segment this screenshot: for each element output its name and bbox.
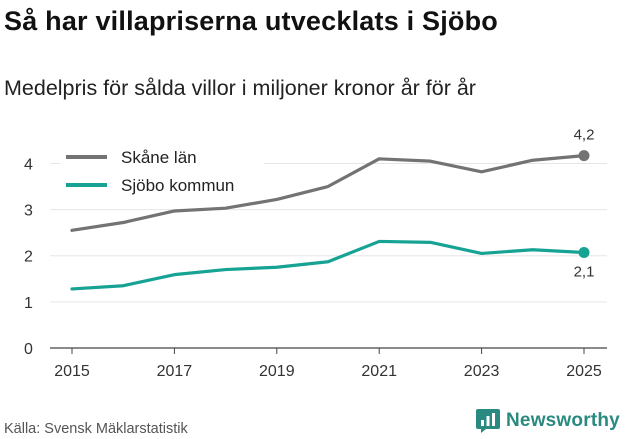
chart-title: Så har villapriserna utvecklats i Sjöbo [4, 6, 498, 36]
x-tick-label: 2025 [566, 363, 602, 380]
y-tick-label: 2 [24, 249, 33, 266]
y-tick-label: 1 [24, 295, 33, 312]
series-line-sjobo-kommun [70, 239, 586, 291]
y-tick-label: 4 [24, 156, 33, 173]
x-tick-label: 2023 [464, 363, 500, 380]
y-tick-label: 3 [24, 203, 33, 220]
legend-label: Skåne län [121, 148, 197, 167]
end-point-marker [578, 246, 590, 258]
legend-label: Sjöbo kommun [121, 176, 234, 195]
chart-subtitle: Medelpris för sålda villor i miljoner kr… [4, 76, 476, 100]
x-tick-label: 2017 [157, 363, 193, 380]
y-tick-label: 0 [24, 341, 33, 358]
x-tick-label: 2021 [361, 363, 397, 380]
x-tick-label: 2019 [259, 363, 295, 380]
bar-chart-logo-icon [476, 409, 500, 433]
end-value-label: 4,2 [574, 127, 595, 144]
end-point-marker [578, 150, 590, 162]
end-value-label: 2,1 [574, 263, 595, 280]
brand-logo: Newsworthy [476, 409, 620, 433]
brand-name: Newsworthy [506, 410, 620, 431]
source-note: Källa: Svensk Mäklarstatistik [4, 421, 188, 437]
legend-background [60, 140, 264, 198]
x-tick-label: 2015 [54, 363, 90, 380]
series-line-skane-lan [70, 154, 586, 232]
